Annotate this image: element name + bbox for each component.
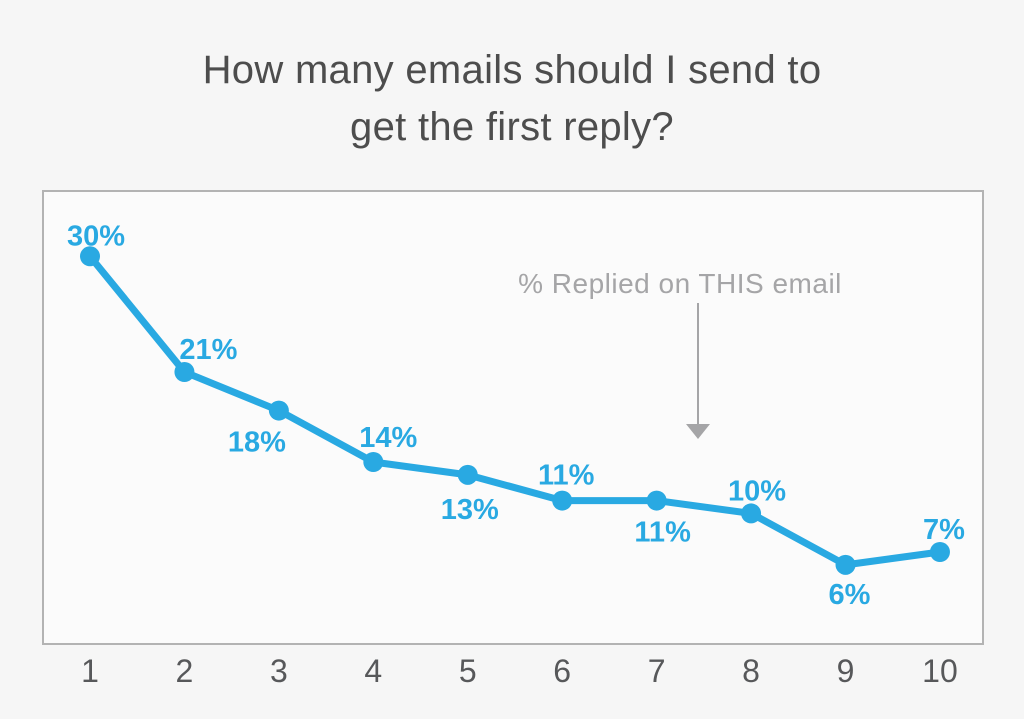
chart-title: How many emails should I send to get the … (0, 42, 1024, 156)
chart-title-line-2: get the first reply? (350, 104, 674, 149)
chart-title-line-1: How many emails should I send to (202, 48, 822, 92)
x-tick-label-2: 2 (176, 653, 194, 689)
x-tick-label-1: 1 (81, 653, 99, 689)
x-tick-label-4: 4 (364, 653, 382, 689)
x-tick-label-6: 6 (553, 653, 571, 689)
plot-area (42, 190, 984, 645)
x-tick-label-7: 7 (648, 653, 666, 689)
x-tick-label-10: 10 (922, 653, 958, 689)
x-tick-label-8: 8 (742, 653, 760, 689)
x-tick-label-3: 3 (270, 653, 288, 689)
x-tick-label-9: 9 (837, 653, 855, 689)
x-tick-label-5: 5 (459, 653, 477, 689)
